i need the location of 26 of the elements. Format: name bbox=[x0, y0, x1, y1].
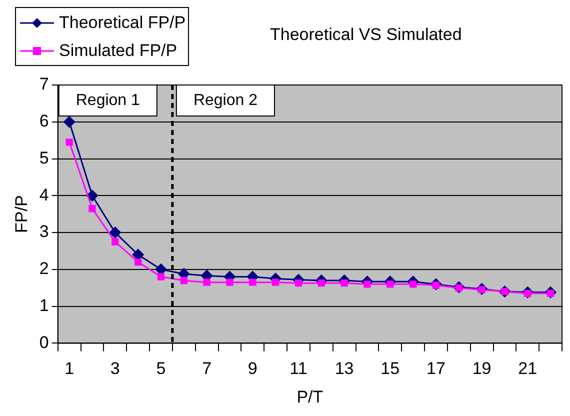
x-tick-label: 7 bbox=[202, 359, 212, 378]
y-tick-label: 2 bbox=[39, 259, 49, 278]
x-tick-label: 21 bbox=[518, 359, 538, 378]
x-tick-label: 17 bbox=[426, 359, 446, 378]
y-tick-label: 6 bbox=[39, 112, 49, 131]
x-tick-label: 15 bbox=[380, 359, 400, 378]
y-axis-title: FP/P bbox=[12, 195, 31, 233]
y-tick-label: 3 bbox=[39, 222, 49, 242]
x-tick-label: 19 bbox=[472, 359, 492, 378]
y-tick-label: 7 bbox=[39, 74, 49, 94]
x-tick-label: 3 bbox=[110, 359, 120, 378]
annotation: Region 2 bbox=[193, 92, 258, 109]
chart-title: Theoretical VS Simulated bbox=[270, 25, 462, 45]
y-tick-label: 0 bbox=[39, 332, 49, 352]
annotation: Region 1 bbox=[76, 92, 140, 109]
x-tick-label: 11 bbox=[290, 359, 308, 378]
y-tick-label: 4 bbox=[39, 185, 49, 204]
y-tick-label: 5 bbox=[39, 148, 49, 168]
x-tick-label: 13 bbox=[334, 359, 354, 378]
x-tick-label: 1 bbox=[64, 359, 74, 378]
x-tick-label: 5 bbox=[156, 359, 166, 378]
legend-label: Simulated FP/P bbox=[59, 41, 178, 61]
x-tick-label: 9 bbox=[248, 359, 258, 378]
x-axis-title: P/T bbox=[296, 387, 324, 406]
legend-label: Theoretical FP/P bbox=[59, 13, 186, 33]
y-tick-label: 1 bbox=[39, 296, 49, 315]
